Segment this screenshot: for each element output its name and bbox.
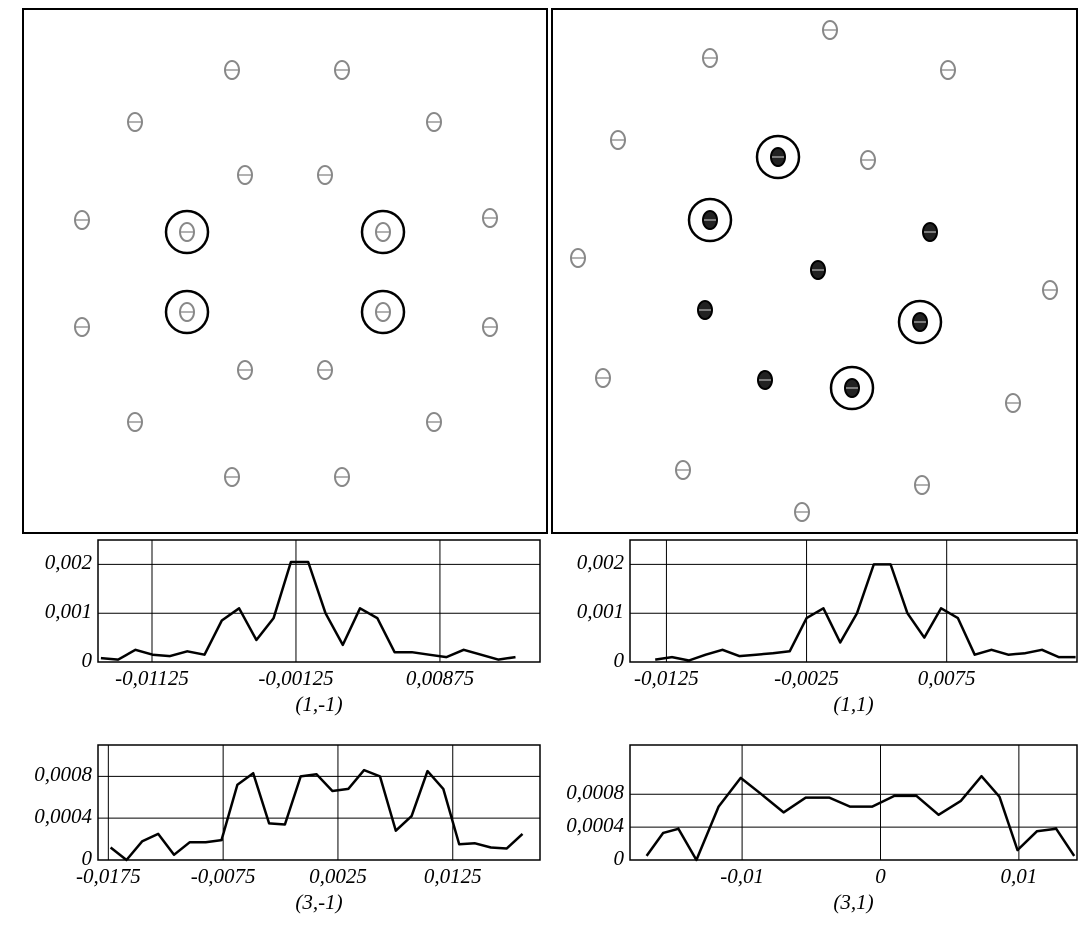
spot	[822, 20, 838, 40]
spot	[334, 60, 350, 80]
plot-frame	[629, 744, 1078, 861]
spot	[237, 165, 253, 185]
spot	[860, 150, 876, 170]
highlight-circle	[360, 289, 406, 335]
data-line	[100, 560, 516, 661]
plot-frame	[97, 539, 541, 663]
spot	[179, 302, 195, 322]
spot	[940, 60, 956, 80]
x-tick-label: 0,00875	[406, 666, 474, 690]
spot	[482, 317, 498, 337]
x-tick-label: 0,0025	[309, 864, 367, 888]
spot	[1005, 393, 1021, 413]
y-tick-label: 0,001	[45, 599, 92, 623]
spot	[127, 412, 143, 432]
highlight-circle	[164, 209, 210, 255]
data-line	[109, 768, 524, 862]
y-tick-label: 0,0008	[34, 762, 92, 786]
y-tick-label: 0,002	[577, 550, 625, 574]
highlight-circle	[755, 134, 801, 180]
data-line	[645, 774, 1076, 862]
spot	[426, 412, 442, 432]
diffraction-spots	[74, 20, 1058, 522]
spot	[1042, 280, 1058, 300]
spot	[179, 222, 195, 242]
spot	[334, 467, 350, 487]
spot	[426, 112, 442, 132]
x-tick-label: -0,0075	[191, 864, 256, 888]
spot	[702, 48, 718, 68]
spot	[675, 460, 691, 480]
y-tick-label: 0,0004	[566, 813, 624, 837]
highlight-circle	[687, 197, 733, 243]
plot-frame	[629, 539, 1078, 663]
x-tick-label: 0,01	[1001, 864, 1038, 888]
x-tick-label: -0,0125	[634, 666, 699, 690]
x-tick-label: -0,01	[720, 864, 764, 888]
spot	[224, 60, 240, 80]
spot	[127, 112, 143, 132]
highlight-circle	[164, 289, 210, 335]
spot	[482, 208, 498, 228]
x-tick-label: -0,00125	[258, 666, 333, 690]
y-tick-label: 0,0004	[34, 804, 92, 828]
spot	[794, 502, 810, 522]
chart-caption: (3,1)	[833, 890, 873, 914]
x-tick-label: -0,0025	[774, 666, 839, 690]
spot	[375, 222, 391, 242]
y-tick-label: 0	[614, 648, 625, 672]
x-tick-label: 0,0075	[918, 666, 976, 690]
data-line	[655, 563, 1076, 662]
y-tick-label: 0	[82, 846, 93, 870]
diffraction-image-left	[22, 8, 548, 534]
spot	[74, 317, 90, 337]
spot	[74, 210, 90, 230]
highlight-circle	[360, 209, 406, 255]
y-tick-label: 0	[614, 846, 625, 870]
highlight-circle	[829, 365, 875, 411]
y-tick-label: 0	[82, 648, 93, 672]
chart-caption: (1,-1)	[295, 692, 342, 716]
y-tick-label: 0,002	[45, 550, 93, 574]
chart-caption: (1,1)	[833, 692, 873, 716]
spot	[595, 368, 611, 388]
spot	[570, 248, 586, 268]
spot	[317, 165, 333, 185]
x-tick-label: -0,0175	[76, 864, 141, 888]
spot	[237, 360, 253, 380]
spot	[224, 467, 240, 487]
x-tick-label: -0,01125	[115, 666, 189, 690]
highlight-circle	[897, 299, 943, 345]
y-tick-label: 0,001	[577, 599, 624, 623]
chart-caption: (3,-1)	[295, 890, 342, 914]
x-tick-label: 0,0125	[424, 864, 482, 888]
spot	[914, 475, 930, 495]
spot	[375, 302, 391, 322]
x-tick-label: 0	[875, 864, 886, 888]
y-tick-label: 0,0008	[566, 780, 624, 804]
spot	[610, 130, 626, 150]
spot	[317, 360, 333, 380]
